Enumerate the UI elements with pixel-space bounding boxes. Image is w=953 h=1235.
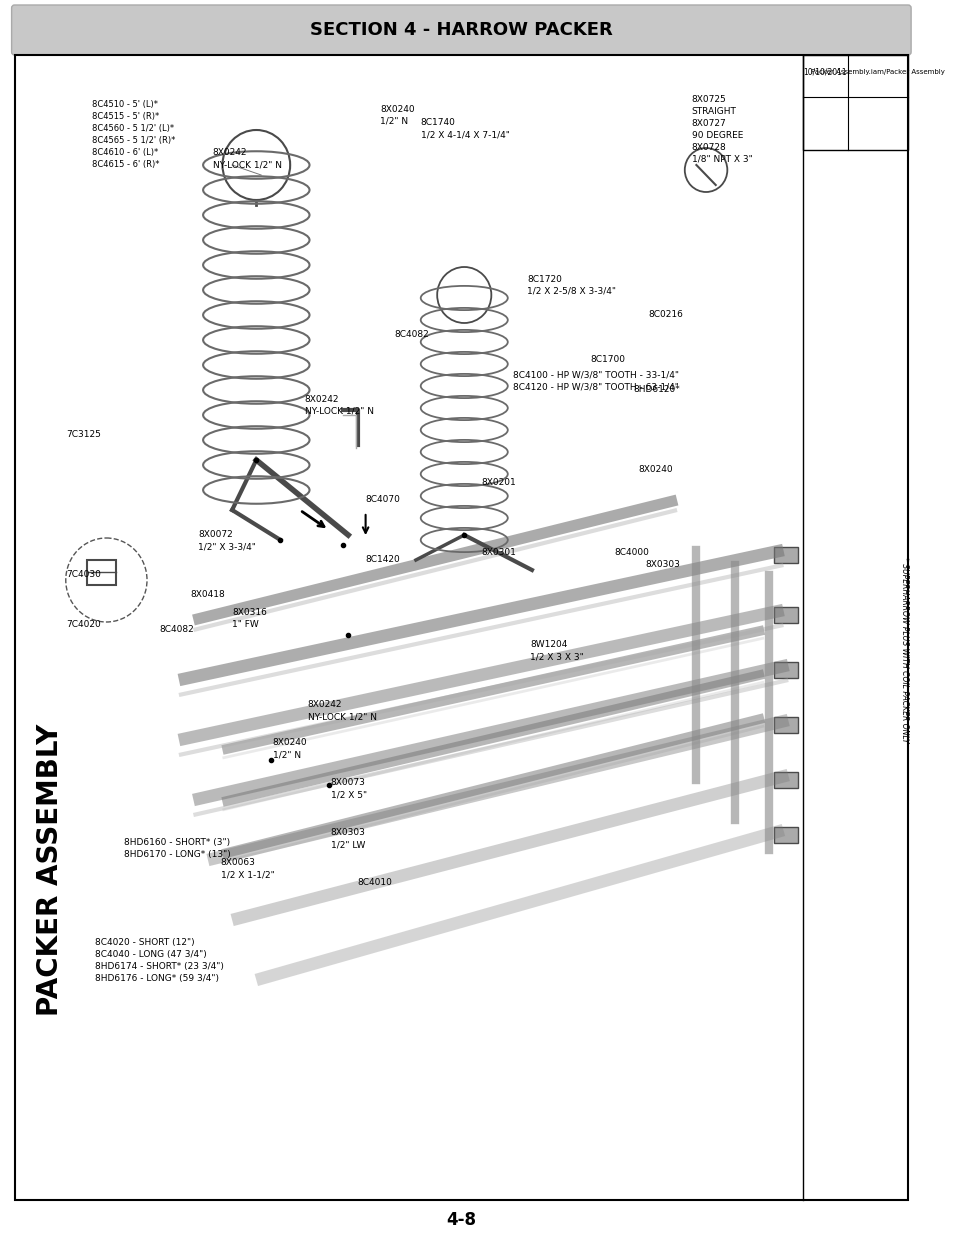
Text: 8C4010: 8C4010 [357, 878, 393, 887]
Text: 7C3125: 7C3125 [66, 430, 100, 438]
Text: NY-LOCK 1/2" N: NY-LOCK 1/2" N [307, 713, 376, 721]
Text: 8X0303: 8X0303 [331, 827, 365, 837]
Text: 8C4120 - HP W/3/8" TOOTH - 63-1/4": 8C4120 - HP W/3/8" TOOTH - 63-1/4" [512, 382, 678, 391]
Text: 8C4070: 8C4070 [365, 495, 400, 504]
Text: NY-LOCK 1/2" N: NY-LOCK 1/2" N [304, 408, 374, 416]
Text: 1/2" N: 1/2" N [379, 117, 408, 126]
Text: 8C4560 - 5 1/2' (L)*: 8C4560 - 5 1/2' (L)* [91, 124, 173, 133]
Text: 8X0316: 8X0316 [232, 608, 267, 618]
Text: 8X0201: 8X0201 [481, 478, 516, 487]
Text: 8X0240: 8X0240 [379, 105, 415, 114]
Text: 8X0073: 8X0073 [331, 778, 365, 787]
Text: 8C4565 - 5 1/2' (R)*: 8C4565 - 5 1/2' (R)* [91, 136, 175, 144]
Text: 8X0728: 8X0728 [691, 143, 725, 152]
Text: 1/2" X 3-3/4": 1/2" X 3-3/4" [198, 542, 256, 551]
Bar [773, 606, 797, 622]
Text: 8C4100 - HP W/3/8" TOOTH - 33-1/4": 8C4100 - HP W/3/8" TOOTH - 33-1/4" [512, 370, 678, 379]
Bar [773, 827, 797, 844]
Text: 8C4082: 8C4082 [395, 330, 429, 338]
Text: NY-LOCK 1/2" N: NY-LOCK 1/2" N [213, 161, 281, 169]
Text: 8C1700: 8C1700 [589, 354, 624, 364]
Text: SECTION 4 - HARROW PACKER: SECTION 4 - HARROW PACKER [310, 21, 612, 40]
Text: 8W1204: 8W1204 [530, 640, 567, 650]
Text: 1/2" LW: 1/2" LW [331, 840, 365, 848]
Text: 8C1740: 8C1740 [420, 119, 456, 127]
Text: 1" FW: 1" FW [232, 620, 258, 629]
Bar [801, 56, 907, 149]
Text: 1/2 X 5": 1/2 X 5" [331, 790, 367, 799]
Text: Packer Assembly.iam/Packer Assembly: Packer Assembly.iam/Packer Assembly [810, 69, 944, 75]
Text: 1/2 X 2-5/8 X 3-3/4": 1/2 X 2-5/8 X 3-3/4" [527, 287, 616, 296]
Text: 8X0727: 8X0727 [691, 119, 725, 128]
Text: 8HD6170 - LONG* (13"): 8HD6170 - LONG* (13") [124, 850, 231, 860]
Bar [773, 662, 797, 678]
Text: 1/2 X 4-1/4 X 7-1/4": 1/2 X 4-1/4 X 7-1/4" [420, 130, 509, 140]
Text: 8X0063: 8X0063 [220, 858, 255, 867]
Text: 8C1720: 8C1720 [527, 275, 561, 284]
Bar [773, 772, 797, 788]
Text: 8C4510 - 5' (L)*: 8C4510 - 5' (L)* [91, 100, 157, 109]
Text: 8X0418: 8X0418 [191, 590, 225, 599]
Text: 8C4610 - 6' (L)*: 8C4610 - 6' (L)* [91, 148, 158, 157]
Text: 7C4030: 7C4030 [66, 571, 100, 579]
Bar [773, 547, 797, 563]
Text: 4-8: 4-8 [446, 1212, 476, 1229]
Text: 8HD6176 - LONG* (59 3/4"): 8HD6176 - LONG* (59 3/4") [94, 974, 218, 983]
Text: 1/2 X 3 X 3": 1/2 X 3 X 3" [530, 652, 583, 661]
Text: 8C1420: 8C1420 [365, 555, 400, 564]
Text: 8C4000: 8C4000 [614, 548, 648, 557]
Text: 8X0240: 8X0240 [273, 739, 307, 747]
Text: 7C4020: 7C4020 [66, 620, 100, 629]
Text: 8X0725: 8X0725 [691, 95, 725, 104]
Text: 8X0072: 8X0072 [198, 530, 233, 538]
Text: PACKER ASSEMBLY: PACKER ASSEMBLY [36, 724, 64, 1016]
Text: 8C4040 - LONG (47 3/4"): 8C4040 - LONG (47 3/4") [94, 950, 206, 960]
Text: 8HD6120*: 8HD6120* [633, 385, 679, 394]
Text: 8HD6174 - SHORT* (23 3/4"): 8HD6174 - SHORT* (23 3/4") [94, 962, 223, 971]
Text: 8X0242: 8X0242 [213, 148, 247, 157]
Text: 8X0303: 8X0303 [644, 559, 679, 569]
Text: 90 DEGREE: 90 DEGREE [691, 131, 742, 140]
Text: 10/10/2011: 10/10/2011 [802, 68, 846, 77]
Text: 8X0240: 8X0240 [638, 466, 672, 474]
Text: 1/2 X 1-1/2": 1/2 X 1-1/2" [220, 869, 274, 879]
Text: STRAIGHT: STRAIGHT [691, 107, 736, 116]
Text: 8C4515 - 5' (R)*: 8C4515 - 5' (R)* [91, 112, 159, 121]
FancyBboxPatch shape [11, 5, 910, 56]
Text: 8X0242: 8X0242 [307, 700, 342, 709]
Text: 8C4615 - 6' (R)*: 8C4615 - 6' (R)* [91, 161, 159, 169]
Text: 8C4020 - SHORT (12"): 8C4020 - SHORT (12") [94, 939, 194, 947]
Text: 8HD6160 - SHORT* (3"): 8HD6160 - SHORT* (3") [124, 839, 230, 847]
Bar [87, 559, 116, 585]
Bar [773, 718, 797, 734]
Text: 1/8" NPT X 3": 1/8" NPT X 3" [691, 156, 752, 164]
Text: * SUPERHARROW PLUS WITH COIL PACKER ONLY: * SUPERHARROW PLUS WITH COIL PACKER ONLY [899, 557, 908, 742]
Text: 1/2" N: 1/2" N [273, 750, 300, 760]
Text: 8X0242: 8X0242 [304, 395, 339, 404]
Text: 8C4082: 8C4082 [159, 625, 194, 634]
Text: 8X0301: 8X0301 [481, 548, 516, 557]
Text: 8C0216: 8C0216 [647, 310, 682, 319]
